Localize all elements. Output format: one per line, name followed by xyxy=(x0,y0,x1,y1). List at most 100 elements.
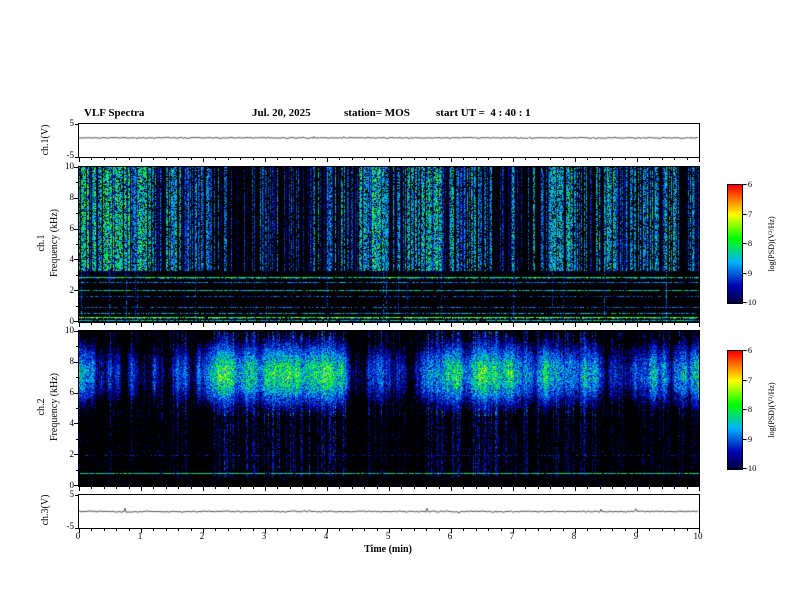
ch1-spectrogram-canvas xyxy=(79,167,699,322)
x-tick-mark xyxy=(289,323,291,325)
x-tick-mark xyxy=(599,323,601,325)
x-tick-mark xyxy=(686,487,688,489)
y-tick-mark xyxy=(74,423,78,425)
x-tick-mark xyxy=(587,529,589,531)
x-tick-mark xyxy=(141,323,142,327)
x-tick-mark xyxy=(376,529,378,531)
colorbar-tick-mark xyxy=(743,243,746,244)
y-tick-mark xyxy=(74,331,78,332)
y-tick-mark xyxy=(76,305,78,307)
x-tick-mark xyxy=(277,158,279,160)
x-tick-mark xyxy=(190,158,192,160)
x-tick-mark xyxy=(277,323,279,325)
x-tick-mark xyxy=(500,158,502,160)
x-tick-mark xyxy=(661,323,663,325)
x-tick-mark xyxy=(203,158,204,162)
x-tick-mark xyxy=(624,487,626,489)
x-tick-mark xyxy=(674,529,676,531)
x-tick-mark xyxy=(612,158,614,160)
x-tick-label: 2 xyxy=(199,531,205,541)
x-tick-mark xyxy=(351,323,353,325)
x-tick-mark xyxy=(116,487,118,489)
ch2-freq-tick-label: 2 xyxy=(69,449,75,459)
x-tick-mark xyxy=(537,323,539,325)
x-tick-mark xyxy=(116,158,118,160)
x-tick-mark xyxy=(351,158,353,160)
x-tick-mark xyxy=(426,529,428,531)
x-tick-mark xyxy=(463,158,465,160)
x-tick-mark xyxy=(327,323,328,327)
x-tick-mark xyxy=(203,487,204,491)
x-tick-mark xyxy=(537,529,539,531)
x-tick-mark xyxy=(550,158,552,160)
x-tick-mark xyxy=(314,323,316,325)
x-tick-mark xyxy=(165,323,167,325)
x-tick-mark xyxy=(537,487,539,489)
x-tick-mark xyxy=(302,529,304,531)
x-tick-label: 3 xyxy=(261,531,267,541)
x-tick-mark xyxy=(513,323,514,327)
x-tick-mark xyxy=(413,323,415,325)
colorbar-tick-mark xyxy=(743,439,746,440)
x-tick-mark xyxy=(699,158,700,162)
x-tick-mark xyxy=(339,487,341,489)
y-tick-mark xyxy=(76,469,78,471)
x-tick-mark xyxy=(252,323,254,325)
x-tick-mark xyxy=(475,487,477,489)
x-tick-mark xyxy=(215,487,217,489)
colorbar-tick-mark xyxy=(743,468,746,469)
ch1-frequency-axis-label: Frequency (kHz) xyxy=(49,208,60,278)
y-tick-mark xyxy=(76,346,78,348)
x-tick-mark xyxy=(128,158,130,160)
figure-title: VLF Spectra xyxy=(84,107,145,119)
ch1-colorbar xyxy=(727,184,743,304)
x-tick-mark xyxy=(438,487,440,489)
x-tick-mark xyxy=(475,529,477,531)
y-tick-mark xyxy=(74,167,78,168)
x-tick-label: 10 xyxy=(693,531,703,541)
x-tick-mark xyxy=(227,323,229,325)
x-tick-mark xyxy=(227,487,229,489)
x-tick-mark xyxy=(302,323,304,325)
x-tick-mark xyxy=(513,529,514,533)
ch1-colorbar-canvas xyxy=(728,185,742,303)
ch2-freq-tick-label: 6 xyxy=(69,387,75,397)
x-tick-mark xyxy=(327,158,328,162)
x-tick-mark xyxy=(389,323,390,327)
y-tick-mark xyxy=(76,244,78,245)
y-tick-mark xyxy=(74,321,78,322)
x-tick-mark xyxy=(525,158,527,160)
x-tick-mark xyxy=(661,158,663,160)
x-tick-mark xyxy=(351,529,353,531)
ch1-voltage-axis-label: ch.1(V) xyxy=(40,124,51,156)
x-tick-mark xyxy=(252,529,254,531)
y-tick-mark xyxy=(76,274,78,276)
time-axis-label: Time (min) xyxy=(364,544,412,555)
x-tick-mark xyxy=(91,158,93,160)
x-tick-mark xyxy=(451,323,452,327)
x-tick-label: 9 xyxy=(633,531,639,541)
x-tick-mark xyxy=(599,529,601,531)
ch2-freq-tick-label: 8 xyxy=(69,356,75,366)
x-tick-mark xyxy=(327,529,328,533)
x-tick-mark xyxy=(562,487,564,489)
x-tick-mark xyxy=(389,158,390,162)
x-tick-mark xyxy=(389,529,390,533)
x-tick-mark xyxy=(550,323,552,325)
x-tick-mark xyxy=(227,529,229,531)
x-tick-mark xyxy=(575,487,576,491)
x-tick-label: 6 xyxy=(447,531,453,541)
ch2-colorbar-tick-label: -7 xyxy=(745,374,753,385)
x-tick-mark xyxy=(599,158,601,160)
ch1-colorbar-tick-label: -8 xyxy=(745,238,753,248)
y-tick-mark xyxy=(76,438,78,440)
x-tick-mark xyxy=(265,323,266,327)
x-tick-mark xyxy=(252,487,254,489)
colorbar-tick-mark xyxy=(743,409,746,410)
x-tick-mark xyxy=(178,529,180,531)
x-tick-mark xyxy=(674,487,676,489)
x-tick-mark xyxy=(699,529,700,533)
y-tick-mark xyxy=(75,528,78,529)
x-tick-mark xyxy=(165,487,167,489)
